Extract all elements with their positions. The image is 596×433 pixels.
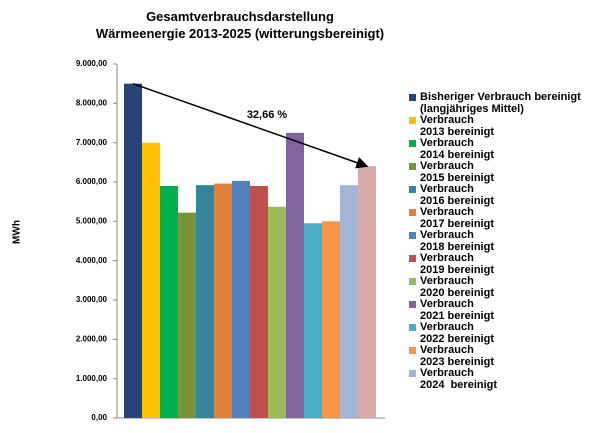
- legend-swatch: [409, 370, 416, 377]
- y-tick-label: 0,00: [91, 413, 107, 422]
- legend-swatch: [409, 140, 416, 147]
- y-tick-label: 8.000,00: [76, 98, 108, 107]
- legend-swatch: [409, 209, 416, 216]
- legend-swatch: [409, 186, 416, 193]
- y-tick-label: 5.000,00: [76, 216, 108, 225]
- bar: [142, 142, 160, 418]
- legend-swatch: [409, 255, 416, 262]
- y-tick-label: 7.000,00: [76, 138, 108, 147]
- bar: [304, 223, 322, 418]
- legend-label: Bisheriger Verbrauch bereinigt (langjähr…: [420, 91, 581, 115]
- legend-swatch: [409, 163, 416, 170]
- y-tick-label: 6.000,00: [76, 177, 108, 186]
- legend-swatch: [409, 278, 416, 285]
- bar: [268, 206, 286, 418]
- bar: [232, 180, 250, 418]
- y-tick-label: 4.000,00: [76, 256, 108, 265]
- bar: [214, 183, 232, 418]
- bar: [124, 83, 142, 419]
- bar: [340, 185, 358, 418]
- legend-label: Verbrauch 2021 bereinigt: [420, 298, 494, 322]
- bar: [358, 166, 376, 418]
- legend-swatch: [409, 232, 416, 239]
- bar: [250, 185, 268, 418]
- legend-label: Verbrauch 2013 bereinigt: [420, 114, 494, 138]
- bar: [322, 221, 340, 418]
- bar: [160, 185, 178, 418]
- bar: [178, 212, 196, 418]
- legend-label: Verbrauch 2015 bereinigt: [420, 160, 494, 184]
- y-tick-label: 2.000,00: [76, 334, 108, 343]
- y-tick-label: 3.000,00: [76, 295, 108, 304]
- legend-label: Verbrauch 2019 bereinigt: [420, 252, 494, 276]
- chart-title: Gesamtverbrauchsdarstellung Wärmeenergie…: [95, 9, 385, 41]
- legend-swatch: [409, 301, 416, 308]
- bar: [286, 132, 304, 419]
- legend-label: Verbrauch 2014 bereinigt: [420, 137, 494, 161]
- y-tick-label: 1.000,00: [76, 374, 108, 383]
- annotation: 32,66 %: [247, 109, 288, 121]
- legend-label: Verbrauch 2016 bereinigt: [420, 183, 494, 207]
- legend-label: Verbrauch 2018 bereinigt: [420, 229, 494, 253]
- legend-label: Verbrauch 2022 bereinigt: [420, 321, 494, 345]
- legend-swatch: [409, 94, 416, 101]
- y-axis-label: MWh: [12, 220, 23, 244]
- legend-swatch: [409, 347, 416, 354]
- legend-swatch: [409, 117, 416, 124]
- trend-arrow: [132, 82, 369, 169]
- legend-swatch: [409, 324, 416, 331]
- y-tick-label: 9.000,00: [76, 59, 108, 68]
- bar: [196, 185, 214, 418]
- legend-label: Verbrauch 2017 bereinigt: [420, 206, 494, 230]
- legend-label: Verbrauch 2023 bereinigt: [420, 344, 494, 368]
- legend-label: Verbrauch 2024 bereinigt: [420, 367, 498, 391]
- legend-label: Verbrauch 2020 bereinigt: [420, 275, 494, 299]
